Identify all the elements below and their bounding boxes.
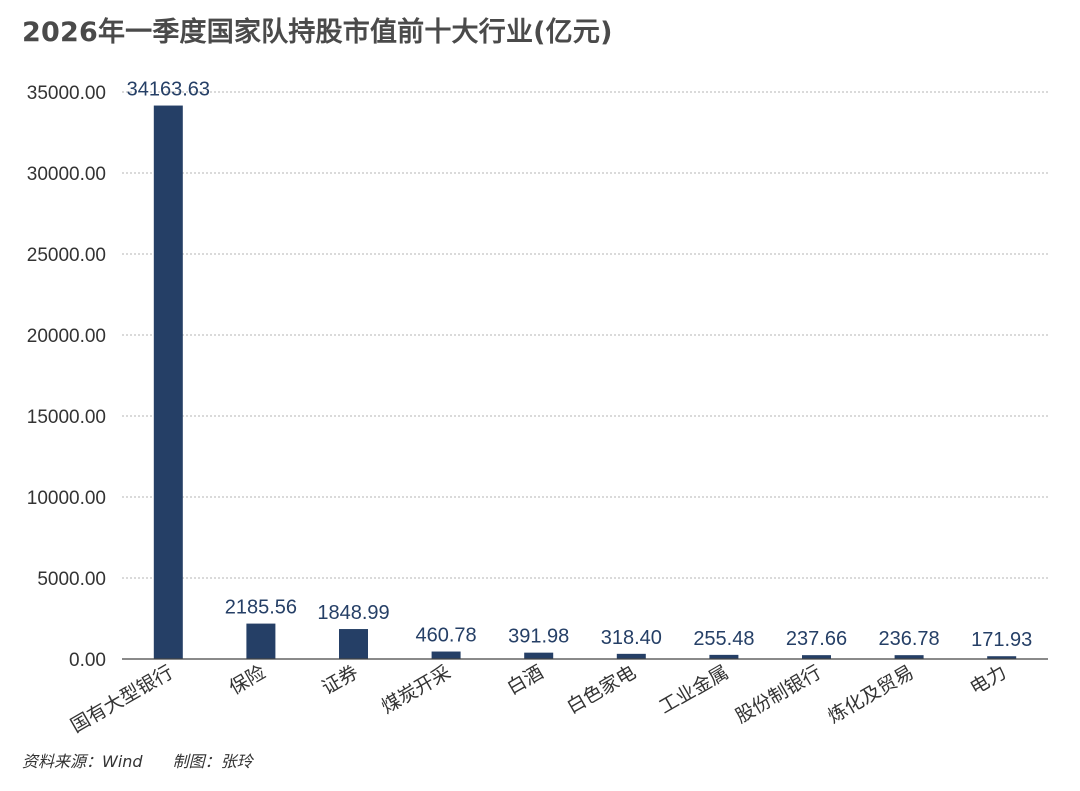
x-category-label: 电力 <box>966 661 1010 699</box>
bar-value-label: 237.66 <box>786 628 847 650</box>
x-category-label: 炼化及贸易 <box>824 661 917 728</box>
bar <box>524 652 554 659</box>
bar <box>616 653 646 659</box>
x-category-label: 白酒 <box>503 661 547 699</box>
y-tick-label: 5000.00 <box>37 569 106 590</box>
bar <box>802 655 831 659</box>
author-text: 制图：张玲 <box>172 752 253 771</box>
bar <box>153 105 183 659</box>
bar-value-label: 460.78 <box>416 625 477 647</box>
bar <box>709 654 739 659</box>
bar-value-label: 2185.56 <box>225 597 297 619</box>
x-category-label: 工业金属 <box>656 661 733 718</box>
y-axis-tick-labels: 0.00 5000.00 10000.00 15000.00 20000.00 25000… <box>27 83 106 671</box>
y-tick-label: 0.00 <box>69 650 106 671</box>
bar-value-label: 171.93 <box>971 629 1032 651</box>
y-tick-label: 30000.00 <box>27 164 106 185</box>
bar-value-label: 34163.63 <box>127 79 210 101</box>
source-note: 资料来源：Wind 制图：张玲 <box>22 748 253 772</box>
x-axis-category-labels: 国有大型银行 保险 证券 煤炭开采 白酒 白色家电 工业金属 股份制银行 炼化及贸易 电力 <box>67 661 1010 737</box>
x-category-label: 白色家电 <box>563 661 640 718</box>
gridlines <box>122 91 1048 579</box>
bar-value-label: 236.78 <box>879 628 940 650</box>
bar <box>431 651 461 659</box>
y-tick-label: 25000.00 <box>27 245 106 266</box>
bar-value-label: 391.98 <box>508 626 569 648</box>
bar <box>894 655 924 659</box>
source-text: 资料来源：Wind <box>22 752 143 771</box>
value-labels: 34163.63 2185.56 1848.99 460.78 391.98 318.40… <box>127 79 1033 652</box>
x-category-label: 国有大型银行 <box>67 661 177 737</box>
y-tick-label: 35000.00 <box>27 83 106 104</box>
y-tick-label: 15000.00 <box>27 407 106 428</box>
bar <box>246 623 276 659</box>
y-tick-label: 20000.00 <box>27 326 106 347</box>
x-category-label: 证券 <box>318 661 362 699</box>
bar-value-label: 1848.99 <box>317 602 389 624</box>
y-tick-label: 10000.00 <box>27 488 106 509</box>
bars <box>153 105 1017 659</box>
bar <box>339 629 368 659</box>
x-category-label: 股份制银行 <box>732 661 825 728</box>
x-category-label: 煤炭开采 <box>378 661 455 718</box>
bar <box>987 656 1017 659</box>
bar-value-label: 318.40 <box>601 627 662 649</box>
x-category-label: 保险 <box>225 661 269 699</box>
bar-value-label: 255.48 <box>693 628 754 650</box>
chart-title: 2026年一季度国家队持股市值前十大行业(亿元) <box>22 17 613 48</box>
